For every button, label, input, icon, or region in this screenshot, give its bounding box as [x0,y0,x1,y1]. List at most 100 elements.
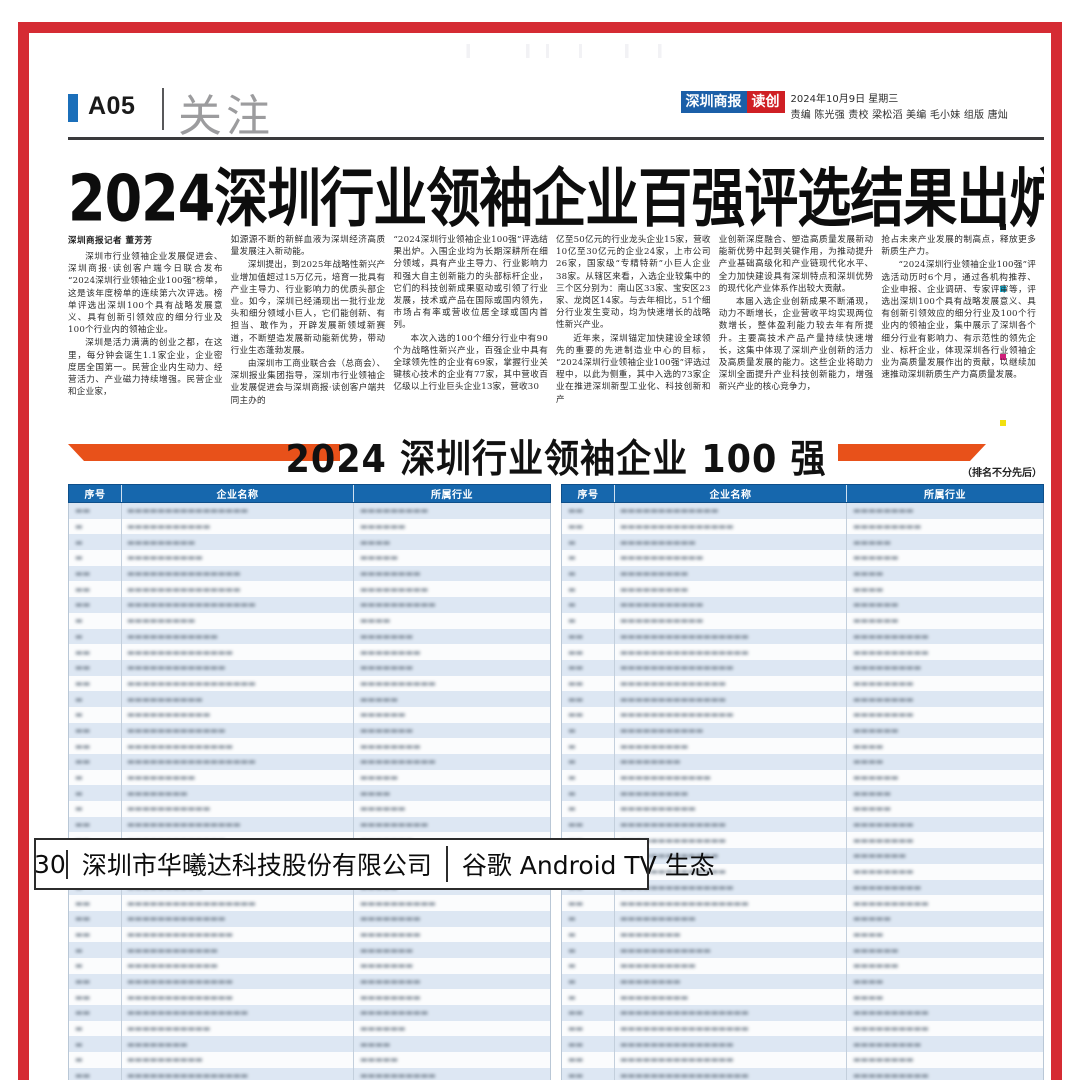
table-row[interactable]: ▬▬▬▬▬▬▬▬▬▬▬▬▬▬▬▬▬▬▬▬▬▬▬▬ [69,989,550,1005]
table-row[interactable]: ▬▬ ▬▬▬▬▬▬▬▬▬▬▬▬▬▬▬ ▬▬▬▬▬▬▬▬ [562,706,1043,723]
table-cell: ▬▬▬▬▬▬▬▬▬▬▬▬▬▬▬ [127,569,241,579]
table-row[interactable]: ▬ ▬▬▬▬▬▬▬▬▬ ▬▬▬▬▬ [562,785,1043,802]
table-cell: ▬▬▬▬ [853,584,884,594]
table-row[interactable]: ▬▬▬▬▬▬▬▬▬▬▬▬▬▬▬▬▬▬▬▬▬▬▬▬▬▬ [562,659,1043,676]
table-row[interactable]: ▬▬▬▬▬▬▬▬▬▬▬▬▬▬▬▬▬▬▬▬▬▬ [69,659,550,676]
table-row[interactable]: ▬▬ ▬▬▬▬▬▬▬▬▬▬▬▬▬▬▬▬▬ ▬▬▬▬▬▬▬▬▬▬ [562,1067,1043,1080]
table-row[interactable]: ▬▬▬▬▬▬▬▬▬▬▬▬▬▬▬▬▬▬▬▬▬▬▬▬ [69,973,550,990]
table-row[interactable]: ▬ ▬▬▬▬▬▬▬▬▬ ▬▬▬▬ [69,612,550,629]
table-row[interactable]: ▬▬ ▬▬▬▬▬▬▬▬▬▬▬▬▬ ▬▬▬▬▬▬▬▬ [562,503,1043,519]
table-row[interactable]: ▬▬▬▬▬▬▬▬▬▬▬▬▬▬▬▬▬▬ [562,597,1043,613]
table-cell: ▬▬▬▬▬▬▬▬▬ [853,663,922,673]
table-row[interactable]: ▬▬▬▬▬▬▬▬▬▬▬▬▬▬▬▬▬▬ [562,550,1043,566]
table-row[interactable]: ▬▬▬▬▬▬▬▬▬▬▬▬▬▬▬▬ [562,801,1043,817]
table-cell: ▬▬▬▬▬▬▬▬ [620,757,681,767]
table-cell: ▬▬ [568,1071,584,1080]
table-row[interactable]: ▬▬ ▬▬▬▬▬▬▬▬▬▬▬▬▬▬▬▬▬ ▬▬▬▬▬▬▬▬▬▬ [69,597,550,613]
table-row[interactable]: ▬ ▬▬▬▬▬▬▬▬ ▬▬▬▬ [562,926,1043,943]
table-cell: ▬▬▬▬▬▬▬▬▬ [620,992,689,1002]
table-body[interactable]: ▬▬▬▬▬▬▬▬▬▬▬▬▬▬▬▬▬▬▬▬▬▬▬▬▬▬▬▬▬▬▬▬▬▬▬▬▬▬▬▬… [68,503,551,1080]
page-frame-right [1051,22,1062,1080]
table-cell: ▬▬▬▬▬▬▬▬▬▬▬▬▬▬ [620,694,726,704]
table-row[interactable]: ▬ ▬▬▬▬▬▬▬▬▬▬▬▬ ▬▬▬▬▬▬▬ [69,957,550,974]
table-cell: ▬ [568,757,576,767]
table-row[interactable]: ▬▬ ▬▬▬▬▬▬▬▬▬▬▬▬▬▬▬▬ ▬▬▬▬▬▬▬▬▬ [69,503,550,519]
table-row[interactable]: ▬ ▬▬▬▬▬▬▬▬ ▬▬▬▬ [69,1036,550,1053]
table-row[interactable]: ▬▬▬▬▬▬▬▬▬▬▬▬▬▬▬▬▬▬ [562,612,1043,629]
table-row[interactable]: ▬▬ ▬▬▬▬▬▬▬▬▬▬▬▬▬▬▬▬▬ ▬▬▬▬▬▬▬▬▬▬ [562,628,1043,645]
table-row[interactable]: ▬▬▬▬▬▬▬▬▬▬▬▬▬▬▬▬▬▬▬▬▬▬▬▬ [562,675,1043,692]
table-row[interactable]: ▬▬ ▬▬▬▬▬▬▬▬▬▬▬▬▬▬▬▬▬ ▬▬▬▬▬▬▬▬▬▬ [69,754,550,770]
table-row[interactable]: ▬▬▬▬▬▬▬▬▬▬▬▬▬▬▬▬▬▬ [69,518,550,535]
table-row[interactable]: ▬▬▬▬▬▬▬▬▬▬▬▬▬▬▬▬▬▬ [69,706,550,723]
table-row[interactable]: ▬▬ ▬▬▬▬▬▬▬▬▬▬▬▬▬▬▬ ▬▬▬▬▬▬▬▬ [562,1052,1043,1068]
table-row[interactable]: ▬▬▬▬▬▬▬▬▬▬▬▬▬▬▬▬▬▬ [69,801,550,817]
byline: 深圳商报记者 董芳芳 [68,236,153,246]
table-row[interactable]: ▬▬ ▬▬▬▬▬▬▬▬▬▬▬▬▬▬▬▬▬ ▬▬▬▬▬▬▬▬▬▬ [562,895,1043,911]
table-cell: ▬▬▬▬▬▬▬▬▬▬▬▬ [620,945,711,955]
table-row[interactable]: ▬▬ ▬▬▬▬▬▬▬▬▬▬▬▬▬▬▬▬ ▬▬▬▬▬▬▬▬▬ [69,1005,550,1021]
banner-accent-left [68,444,340,461]
table-row[interactable]: ▬ ▬▬▬▬▬▬▬▬▬ ▬▬▬▬ [69,534,550,551]
table-row[interactable]: ▬▬▬▬▬▬▬▬▬▬▬▬▬▬▬▬▬▬▬▬▬▬▬▬ [562,691,1043,707]
table-row[interactable]: ▬▬▬▬▬▬▬▬▬▬▬▬▬▬▬▬▬▬▬ [562,942,1043,958]
table-row[interactable]: ▬▬ ▬▬▬▬▬▬▬▬▬▬▬▬▬ ▬▬▬▬▬▬▬▬ [69,910,550,927]
table-cell: ▬▬▬▬▬▬▬▬▬ [620,741,689,751]
table-row[interactable]: ▬▬ ▬▬▬▬▬▬▬▬▬▬▬▬▬▬▬▬▬ ▬▬▬▬▬▬▬▬▬▬ [69,895,550,911]
table-row[interactable]: ▬▬▬▬▬▬▬▬▬▬▬▬▬▬▬▬▬▬▬▬▬▬▬▬▬▬ [562,518,1043,535]
table-cell: ▬▬▬▬▬▬▬▬▬▬▬▬▬▬▬▬▬ [127,898,256,908]
table-row[interactable]: ▬▬▬▬▬▬▬▬▬▬▬▬▬▬▬▬ [69,1052,550,1068]
table-row[interactable]: ▬ ▬▬▬▬▬▬▬▬▬ ▬▬▬▬▬ [69,769,550,786]
table-row[interactable]: ▬ ▬▬▬▬▬▬▬▬▬ ▬▬▬▬ [562,989,1043,1005]
table-row[interactable]: ▬ ▬▬▬▬▬▬▬▬▬ ▬▬▬▬ [562,738,1043,754]
table-row[interactable]: ▬▬▬▬▬▬▬▬▬▬▬▬▬▬▬▬ [562,534,1043,551]
table-cell: ▬▬▬▬▬▬▬▬▬▬▬▬▬▬ [620,867,726,877]
table-row[interactable]: ▬ ▬▬▬▬▬▬▬▬▬▬▬▬ ▬▬▬▬▬▬▬ [69,942,550,958]
table-row[interactable]: ▬▬ ▬▬▬▬▬▬▬▬▬▬▬▬▬▬▬▬▬ ▬▬▬▬▬▬▬▬▬▬ [562,1005,1043,1021]
table-row[interactable]: ▬▬▬▬▬▬▬▬▬▬▬▬▬▬▬▬▬▬▬▬▬▬▬▬▬▬ [69,816,550,833]
table-cell: ▬ [75,553,83,563]
table-cell: ▬▬▬▬▬▬ [853,600,899,610]
table-row[interactable]: ▬ ▬▬▬▬▬▬▬▬▬ ▬▬▬▬ [562,581,1043,598]
table-cell: ▬▬▬▬▬ [853,914,891,924]
table-row[interactable]: ▬▬▬▬▬▬▬▬▬▬▬▬▬▬▬▬ [69,691,550,707]
table-row[interactable]: ▬▬▬▬▬▬▬▬▬▬▬▬▬▬▬▬ [562,910,1043,927]
table-cell: ▬ [75,1024,83,1034]
table-row[interactable]: ▬▬▬▬▬▬▬▬▬▬▬▬▬▬▬▬▬▬▬▬▬▬▬▬▬▬ [562,1036,1043,1053]
table-row[interactable]: ▬▬▬▬▬▬▬▬▬▬▬▬▬▬▬▬▬▬▬▬▬▬ [69,722,550,739]
crop-marks [394,44,724,58]
table-row[interactable]: ▬ ▬▬▬▬▬▬▬▬▬▬▬▬ ▬▬▬▬▬▬▬ [69,628,550,645]
table-row[interactable]: ▬ ▬▬▬▬▬▬▬▬▬ ▬▬▬▬ [562,565,1043,582]
page-title: 2024深圳行业领袖企业百强评选结果出炉 [68,161,1044,236]
paragraph: 抢占未来产业发展的制高点，释放更多新质生产力。 [881,235,1037,258]
table-row[interactable]: ▬ ▬▬▬▬▬▬▬▬ ▬▬▬▬ [562,973,1043,990]
table-cell: ▬▬▬▬▬▬▬▬▬▬▬▬▬ [620,506,719,516]
table-cell: ▬▬▬▬▬▬▬▬▬▬▬▬ [620,773,711,783]
table-row[interactable]: ▬ ▬▬▬▬▬▬▬▬ ▬▬▬▬ [562,754,1043,770]
ranking-tables: 序号 企业名称 所属行业 ▬▬ ▬▬▬▬▬▬▬▬▬▬▬▬▬▬▬▬ ▬▬▬▬▬▬▬▬▬… [68,484,1044,1080]
table-row[interactable]: ▬▬ ▬▬▬▬▬▬▬▬▬▬▬▬▬▬▬▬▬ ▬▬▬▬▬▬▬▬▬▬ [562,1020,1043,1037]
table-row[interactable]: ▬▬▬▬▬▬▬▬▬▬▬▬▬▬▬▬▬▬▬▬▬▬▬▬ [69,926,550,943]
table-cell: ▬▬▬▬▬▬▬▬▬▬▬▬▬▬▬▬▬ [620,631,749,641]
table-cell: ▬▬▬▬▬▬▬▬▬▬ [360,1071,436,1080]
table-row[interactable]: ▬▬▬▬▬▬▬▬▬▬▬▬▬▬▬▬▬▬▬▬▬▬▬▬ [69,738,550,754]
table-row[interactable]: ▬▬ ▬▬▬▬▬▬▬▬▬▬▬▬▬▬▬▬▬ ▬▬▬▬▬▬▬▬▬▬ [69,675,550,692]
table-row[interactable]: ▬▬▬▬▬▬▬▬▬▬▬▬▬▬▬▬▬▬▬▬▬▬▬▬ [562,816,1043,833]
table-cell: ▬▬▬▬▬▬▬▬▬▬▬ [127,710,211,720]
highlighted-table-row[interactable]: 30 深圳市华曦达科技股份有限公司 谷歌 Android TV 生态 [34,838,715,890]
table-row[interactable]: ▬▬▬▬▬▬▬▬▬▬▬▬▬▬▬▬▬▬ [69,1020,550,1037]
table-cell: ▬▬▬▬▬▬▬▬▬▬▬▬▬▬▬ [620,663,734,673]
table-row[interactable]: ▬ ▬▬▬▬▬▬▬▬▬▬ ▬▬▬▬▬▬ [562,957,1043,974]
table-cell: ▬▬▬▬ [853,976,884,986]
table-row[interactable]: ▬ ▬▬▬▬▬▬▬▬ ▬▬▬▬ [69,785,550,802]
table-cell: ▬▬▬▬▬▬▬▬▬▬▬▬▬▬▬ [620,882,734,892]
table-row[interactable]: ▬▬ ▬▬▬▬▬▬▬▬▬▬▬▬▬▬▬▬ ▬▬▬▬▬▬▬▬▬▬ [69,1067,550,1080]
table-row[interactable]: ▬▬▬▬▬▬▬▬▬▬▬▬▬▬▬▬▬▬▬▬▬▬▬▬ [69,644,550,660]
table-row[interactable]: ▬▬▬▬▬▬▬▬▬▬▬▬▬▬▬▬▬▬▬▬▬▬▬▬▬▬ [69,581,550,598]
table-row[interactable]: ▬▬▬▬▬▬▬▬▬▬▬▬▬▬▬▬ [69,550,550,566]
table-row[interactable]: ▬▬ ▬▬▬▬▬▬▬▬▬▬▬▬▬▬▬ ▬▬▬▬▬▬▬▬ [69,565,550,582]
table-row[interactable]: ▬▬▬▬▬▬▬▬▬▬▬▬▬▬▬▬▬▬ [562,722,1043,739]
table-row[interactable]: ▬▬▬▬▬▬▬▬▬▬▬▬▬▬▬▬▬▬▬ [562,769,1043,786]
table-body[interactable]: ▬▬▬▬▬▬▬▬▬▬▬▬▬▬▬▬▬▬▬▬▬▬▬▬▬▬▬▬▬▬▬▬▬▬▬▬▬▬▬▬… [561,503,1044,1080]
table-row[interactable]: ▬▬ ▬▬▬▬▬▬▬▬▬▬▬▬▬▬▬▬▬ ▬▬▬▬▬▬▬▬▬▬ [562,644,1043,660]
